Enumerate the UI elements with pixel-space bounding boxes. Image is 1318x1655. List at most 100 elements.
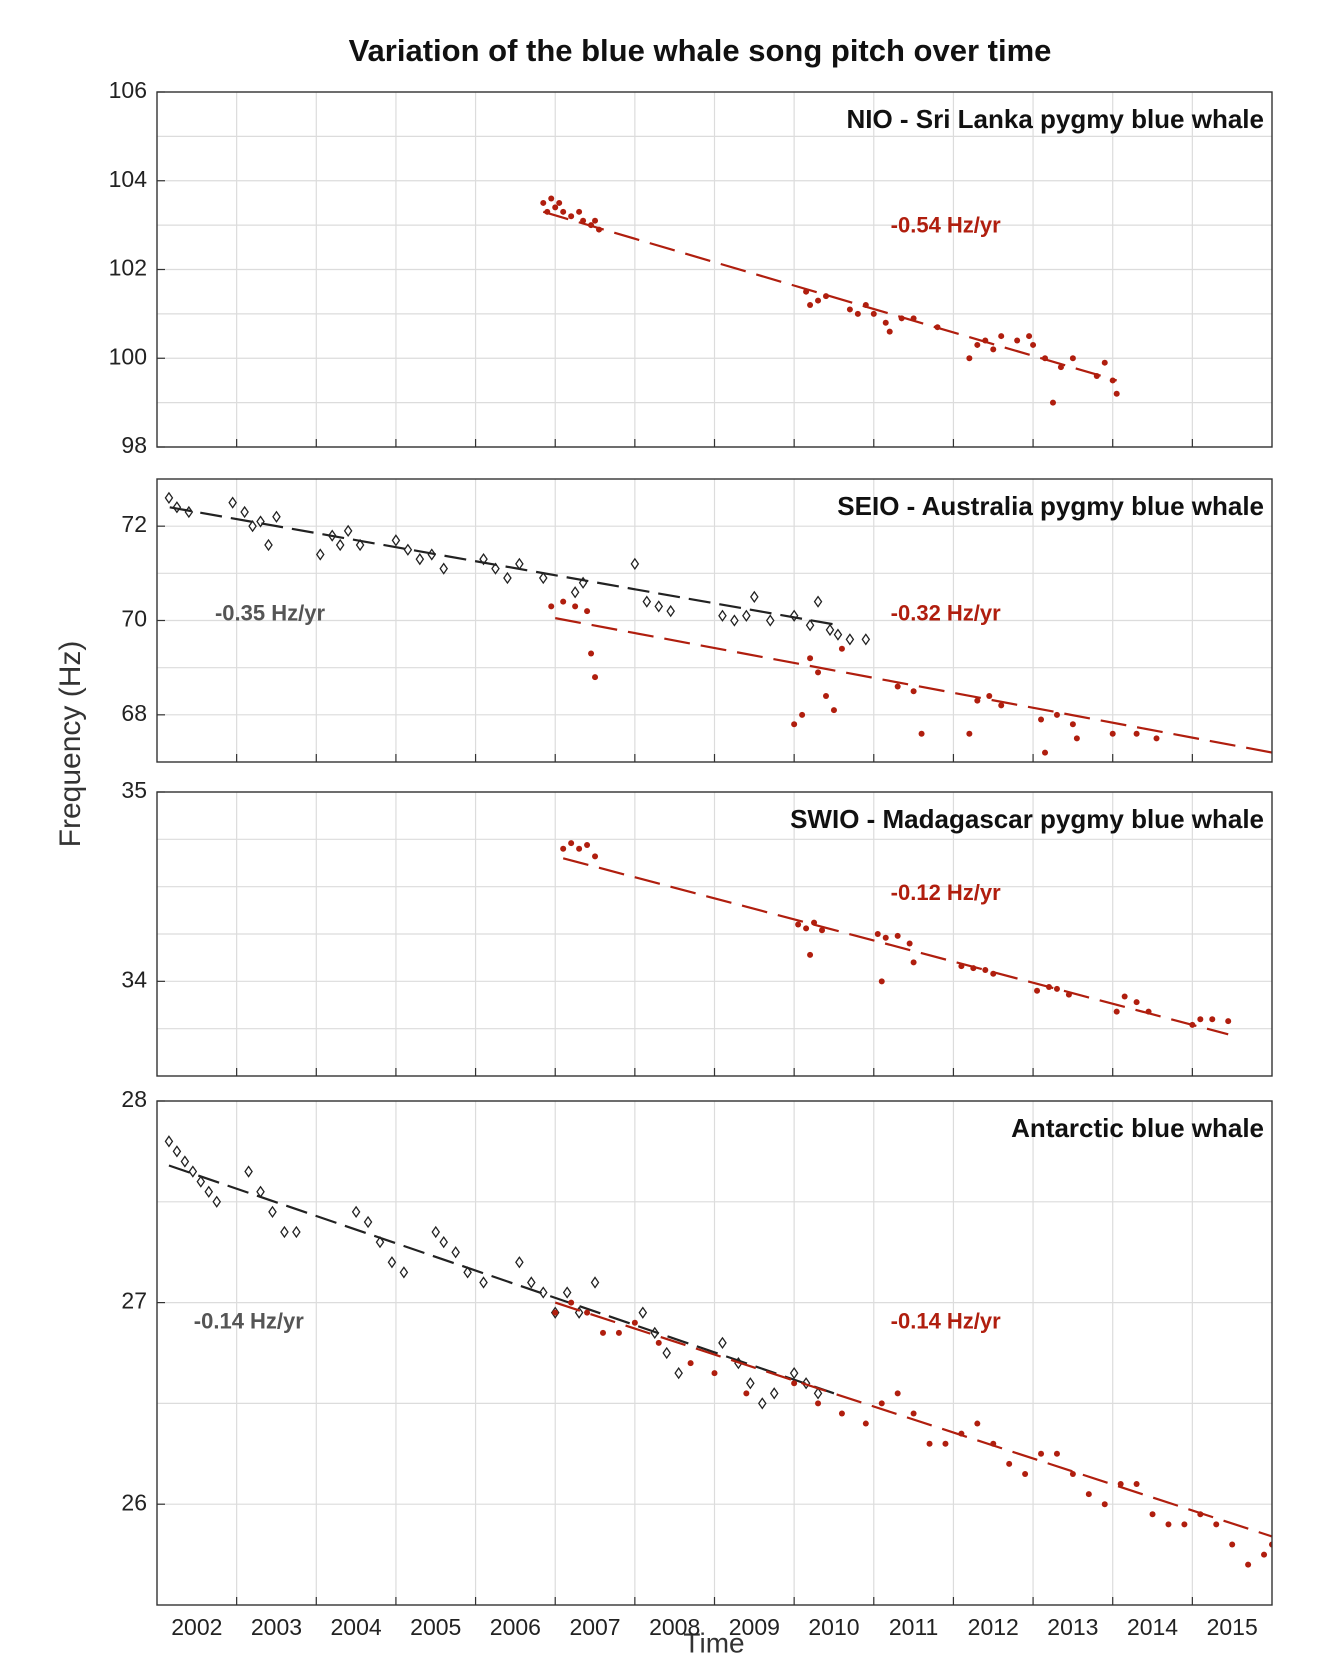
y-tick-label: 72 — [121, 511, 147, 537]
data-point — [548, 195, 555, 202]
data-point — [815, 1400, 822, 1407]
data-point — [966, 730, 973, 737]
data-point — [527, 1276, 536, 1289]
data-point — [240, 505, 249, 519]
data-point — [655, 1339, 662, 1346]
data-point — [906, 940, 913, 947]
data-point — [910, 688, 917, 695]
data-point — [1245, 1561, 1252, 1568]
data-point — [1133, 1481, 1140, 1488]
data-point — [515, 1256, 524, 1269]
data-point — [387, 1256, 397, 1269]
data-point — [1165, 1521, 1172, 1528]
data-point — [574, 1306, 584, 1319]
data-point — [228, 496, 237, 509]
data-point — [838, 1410, 845, 1417]
data-point — [568, 1299, 575, 1306]
data-point — [272, 510, 281, 523]
data-point — [355, 538, 365, 552]
data-point — [942, 1440, 949, 1447]
data-point — [830, 707, 837, 714]
data-point — [799, 711, 806, 718]
data-point — [750, 590, 759, 604]
data-point — [562, 1286, 572, 1299]
data-point — [491, 562, 500, 575]
data-point — [1261, 1551, 1268, 1558]
data-point — [538, 1286, 548, 1299]
x-tick-label: 2006 — [490, 1614, 541, 1640]
data-point — [813, 1387, 823, 1400]
data-point — [630, 557, 640, 571]
data-point — [819, 927, 826, 934]
panel-frame — [156, 1100, 1273, 1606]
data-point — [315, 548, 325, 561]
data-point — [568, 840, 575, 847]
data-point — [815, 297, 822, 304]
data-point — [674, 1367, 683, 1380]
plot-area — [540, 195, 1120, 406]
panel-frame — [156, 478, 1273, 763]
y-tick-label: 98 — [121, 432, 147, 458]
data-point — [1069, 721, 1076, 728]
data-point — [730, 614, 739, 627]
data-point — [765, 614, 775, 627]
rate-annotation: -0.32 Hz/yr — [891, 601, 1001, 626]
y-axis-label: Frequency (Hz) — [54, 641, 87, 848]
data-point — [164, 1135, 174, 1148]
data-point — [807, 655, 814, 662]
data-point — [479, 1276, 488, 1289]
data-point — [451, 1246, 460, 1259]
plot-area — [164, 1135, 1272, 1568]
data-point — [910, 959, 917, 966]
data-point — [990, 346, 997, 353]
data-point — [974, 1420, 981, 1427]
data-point — [403, 543, 413, 556]
data-point — [1069, 1470, 1076, 1477]
x-tick-label: 2015 — [1207, 1614, 1258, 1640]
trend-line — [554, 1301, 1272, 1538]
data-point — [1209, 1016, 1216, 1023]
data-point — [910, 1410, 917, 1417]
data-point — [592, 853, 599, 860]
data-point — [572, 603, 579, 610]
data-point — [431, 1225, 441, 1239]
data-point — [1121, 993, 1128, 1000]
x-tick-label: 2005 — [410, 1614, 461, 1640]
data-point — [1225, 1018, 1232, 1025]
data-point — [769, 1387, 779, 1400]
data-point — [556, 199, 563, 206]
data-point — [600, 1329, 606, 1336]
data-point — [838, 645, 845, 652]
data-point — [363, 1215, 373, 1229]
data-point — [807, 302, 814, 308]
x-tick-label: 2004 — [331, 1614, 382, 1640]
data-point — [743, 1390, 750, 1397]
data-point — [791, 1380, 798, 1387]
data-point — [264, 538, 273, 552]
data-point — [196, 1175, 206, 1188]
trend-line — [168, 1164, 835, 1395]
x-tick-label: 2008 — [649, 1614, 700, 1640]
x-tick-label: 2009 — [729, 1614, 780, 1640]
data-point — [588, 650, 595, 657]
x-tick-label: 2013 — [1047, 1614, 1098, 1640]
data-point — [1101, 1501, 1108, 1508]
data-point — [974, 341, 981, 348]
data-point — [584, 842, 591, 849]
data-point — [1109, 730, 1116, 737]
data-point — [204, 1185, 214, 1198]
data-point — [590, 1276, 600, 1289]
data-point — [894, 683, 901, 690]
rate-annotation: -0.12 Hz/yr — [891, 880, 1001, 905]
data-point — [815, 669, 822, 676]
data-point — [548, 603, 555, 610]
data-point — [1006, 1460, 1013, 1467]
data-point — [845, 633, 855, 646]
x-tick-label: 2011 — [889, 1614, 938, 1640]
data-point — [874, 931, 881, 937]
data-point — [1069, 355, 1076, 362]
data-point — [998, 702, 1005, 709]
data-point — [1153, 735, 1160, 742]
y-tick-label: 35 — [121, 777, 147, 803]
